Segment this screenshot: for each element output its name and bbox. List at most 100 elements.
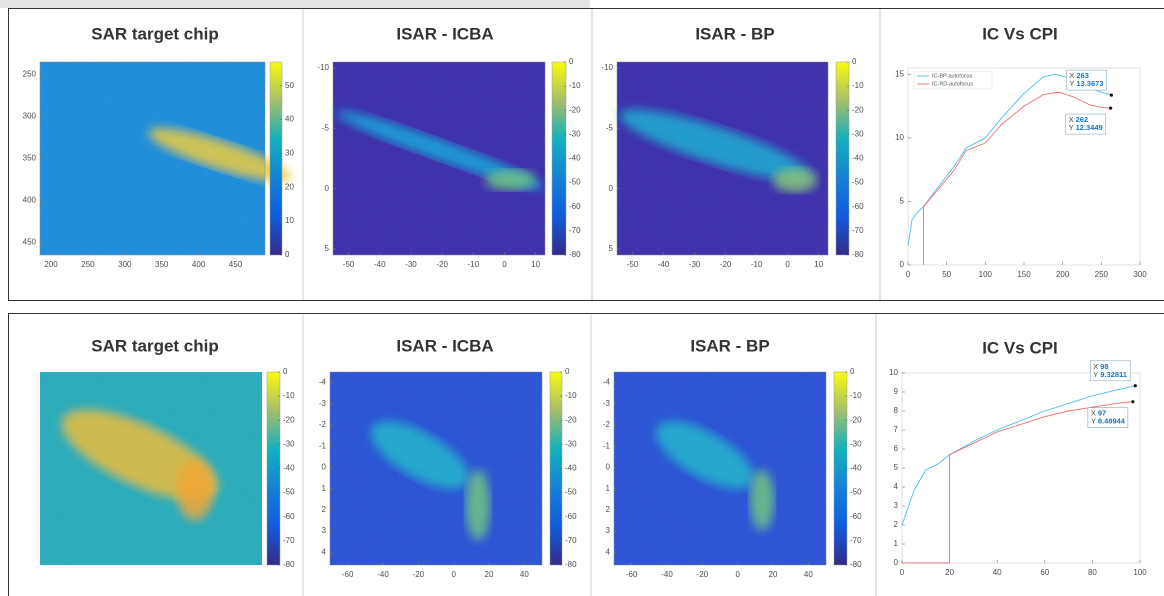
colorbar-tick-label: -40 — [283, 464, 295, 473]
y-tick-label: 250 — [23, 70, 37, 79]
y-tick-label: 4 — [606, 547, 611, 556]
colorbar-tick-label: -30 — [283, 439, 295, 448]
y-tick-label: 1 — [894, 539, 899, 548]
colorbar-tick-label: -70 — [852, 226, 864, 235]
y-tick-label: 0 — [606, 463, 611, 472]
y-tick-label: -1 — [319, 441, 327, 450]
image-texture — [614, 372, 826, 565]
datatip-y-label: Y — [1093, 370, 1098, 379]
y-tick-label: 400 — [23, 196, 37, 205]
colorbar-tick-label: 0 — [565, 367, 570, 376]
legend-box — [913, 70, 993, 90]
colorbar-tick-label: -50 — [850, 488, 862, 497]
x-tick-label: -40 — [658, 260, 670, 269]
datatip-x: 97 — [1098, 409, 1106, 418]
y-tick-label: 5 — [609, 244, 614, 253]
x-tick-label: -10 — [751, 260, 763, 269]
datatip-x: 262 — [1076, 115, 1089, 124]
datatip-y: 8.48944 — [1098, 417, 1126, 426]
colorbar-tick-label: 0 — [852, 57, 857, 66]
colorbar-tick-label: -60 — [852, 202, 864, 211]
y-tick-label: -5 — [322, 123, 330, 132]
colorbar-tick-label: -80 — [283, 560, 295, 569]
x-tick-label: 100 — [979, 270, 993, 279]
row-frame — [8, 313, 1164, 596]
panel-dividers — [302, 9, 881, 596]
image-frame — [329, 371, 543, 566]
colorbar-tick-label: -70 — [283, 536, 295, 545]
image-texture — [333, 62, 545, 255]
y-tick-label: 10 — [895, 133, 904, 142]
datatip-box — [1089, 360, 1131, 382]
colorbar-tick-label: -80 — [565, 560, 577, 569]
panel-title: ISAR - BP — [695, 24, 774, 43]
image-texture — [617, 62, 828, 255]
y-tick-label: 450 — [23, 238, 37, 247]
panel-title: SAR target chip — [91, 336, 219, 355]
colorbar-tick-label: -80 — [850, 560, 862, 569]
x-tick-label: -50 — [627, 260, 639, 269]
colorbar-tick-label: -10 — [569, 81, 581, 90]
y-tick-label: -10 — [601, 63, 613, 72]
colorbar-tick-label: -50 — [569, 178, 581, 187]
colorbar-tick-label: -50 — [283, 488, 295, 497]
y-tick-label: -3 — [319, 399, 327, 408]
x-tick-label: 300 — [118, 260, 132, 269]
panel-title: ISAR - ICBA — [396, 336, 493, 355]
series-line — [902, 401, 1133, 564]
y-tick-label: -4 — [603, 378, 611, 387]
datatip-y-label: Y — [1091, 417, 1096, 426]
colorbar-tick-label: -30 — [569, 129, 581, 138]
x-tick-label: 0 — [906, 270, 911, 279]
legend: IC-BP-autofocus IC-RD-autofocus — [913, 70, 993, 90]
y-tick-label: 4 — [894, 482, 899, 491]
colorbar-tick-label: -40 — [569, 154, 581, 163]
colorbar-tick-label: -70 — [565, 536, 577, 545]
x-tick-label: -30 — [405, 260, 417, 269]
datatip-marker — [1109, 93, 1113, 97]
y-tick-label: 0 — [609, 184, 614, 193]
colorbar-tick-label: -60 — [569, 202, 581, 211]
colorbar-tick-label: -20 — [569, 105, 581, 114]
image-texture — [40, 372, 262, 565]
datatip-marker — [1131, 400, 1135, 404]
datatip-box — [1066, 69, 1107, 91]
x-tick-label: 60 — [1040, 568, 1049, 577]
x-tick-label: -30 — [689, 260, 701, 269]
colorbar-tick-label: -50 — [852, 178, 864, 187]
y-tick-label: 5 — [325, 244, 330, 253]
colorbar-tick-label: -40 — [850, 464, 862, 473]
x-tick-label: -40 — [661, 570, 673, 579]
colorbar-tick-label: 0 — [850, 367, 855, 376]
x-tick-label: -40 — [374, 260, 386, 269]
x-tick-label: 20 — [945, 568, 954, 577]
x-tick-label: 40 — [993, 568, 1002, 577]
x-tick-label: -60 — [626, 570, 638, 579]
y-tick-label: 3 — [606, 526, 611, 535]
x-tick-label: 20 — [769, 570, 778, 579]
datatip-x-label: X — [1091, 409, 1096, 418]
y-tick-label: 350 — [23, 154, 37, 163]
colorbar-tick-label: -60 — [850, 512, 862, 521]
y-tick-label: -1 — [603, 441, 611, 450]
x-tick-label: -40 — [377, 570, 389, 579]
y-tick-label: -2 — [603, 420, 611, 429]
colorbar-tick-label: -70 — [569, 226, 581, 235]
x-tick-label: 0 — [735, 570, 740, 579]
image-texture — [40, 62, 265, 255]
y-tick-label: 2 — [606, 505, 611, 514]
image-frame — [616, 61, 829, 256]
panel-title: IC Vs CPI — [982, 24, 1058, 43]
colorbar-tick-label: 0 — [569, 57, 574, 66]
x-tick-label: 150 — [1017, 270, 1031, 279]
y-tick-label: 0 — [322, 463, 327, 472]
x-tick-label: 300 — [1133, 270, 1147, 279]
x-tick-label: 20 — [485, 570, 494, 579]
x-tick-label: 400 — [192, 260, 206, 269]
colorbar-tick-label: -20 — [565, 415, 577, 424]
y-tick-label: 2 — [322, 505, 327, 514]
datatip-x: 98 — [1100, 362, 1108, 371]
colorbar-tick-label: -30 — [852, 129, 864, 138]
